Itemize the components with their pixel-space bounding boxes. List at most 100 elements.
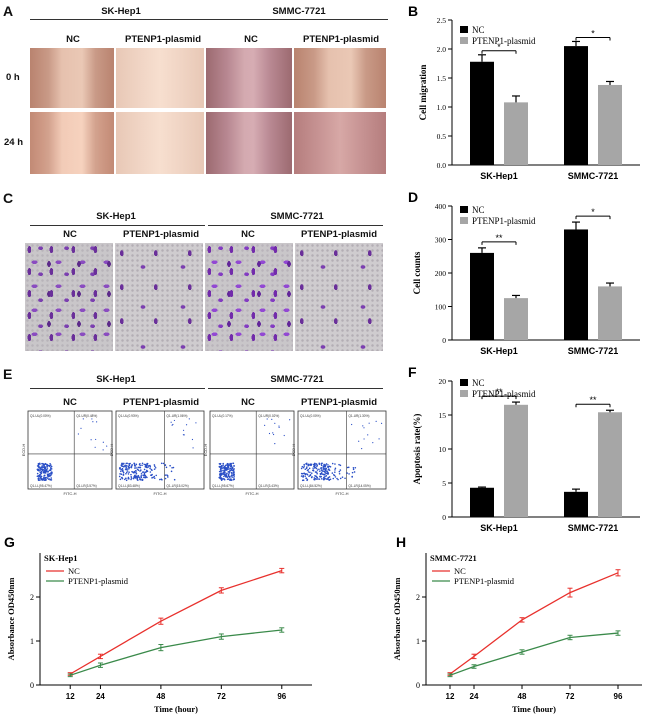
flow-dot [119, 478, 122, 481]
flow-dot [323, 465, 326, 468]
flow-dot [106, 445, 108, 447]
y-tick-label: 2 [416, 593, 420, 602]
x-tick-label: 12 [446, 692, 455, 701]
flow-dot [121, 477, 124, 480]
flow-dot [125, 468, 127, 471]
transwell-image [25, 243, 113, 351]
flow-dot [303, 465, 306, 467]
flow-dot [337, 478, 339, 481]
flow-dot [302, 472, 304, 475]
flow-dot [313, 465, 315, 468]
flow-dot [367, 434, 369, 436]
panel-label-f: F [408, 364, 417, 380]
flow-dot [348, 473, 350, 475]
flow-dot [135, 467, 137, 469]
flow-dot [50, 464, 52, 466]
flow-dot [218, 470, 221, 473]
flow-dot [219, 463, 222, 466]
x-tick-label: SMMC-7721 [568, 171, 619, 180]
row-label-0h: 0 h [6, 72, 20, 83]
quadrant-label: Q1-UL(0.17%) [212, 414, 233, 418]
flow-dot [134, 471, 136, 474]
flow-dot [306, 466, 308, 468]
flow-dot [229, 479, 231, 481]
flow-dot [49, 468, 52, 470]
quadrant-label: Q1-LL(84.52%) [300, 484, 322, 488]
y-tick-label: 100 [435, 303, 447, 312]
flow-dot [320, 478, 323, 480]
wound-image [30, 48, 114, 108]
flow-dot [43, 467, 46, 470]
flow-dot [167, 476, 169, 478]
group-underline [208, 225, 383, 226]
flow-dot [82, 418, 84, 420]
flow-dot [95, 438, 97, 441]
bar [598, 286, 622, 340]
flow-dot [132, 471, 134, 473]
flow-dot [124, 464, 127, 467]
flow-dot [50, 472, 53, 475]
flow-dot [325, 475, 328, 477]
condition-header: NC [241, 397, 255, 408]
chart-d: D 0 100 200 300 400 Cell counts ** SK-Hep1 * SMMC-… [408, 190, 640, 356]
x-tick-label: SK-Hep1 [480, 523, 518, 533]
flow-dot [130, 473, 132, 476]
condition-header: PTENP1-plasmid [122, 397, 200, 408]
flow-dot [223, 473, 226, 475]
flow-dot [332, 477, 335, 480]
flow-dot [164, 474, 167, 476]
flow-dot [225, 467, 228, 469]
flow-dot [224, 464, 227, 467]
flow-dot [92, 421, 94, 423]
x-tick-label: SK-Hep1 [480, 346, 518, 356]
flow-dot [144, 476, 146, 479]
flow-cytometry-plots: Q1-UL(0.00%) Q1-UR(0.48%) Q1-LL(95.47%) Q1-… [21, 410, 387, 496]
y-tick-label: 400 [435, 202, 447, 211]
flow-dot [171, 467, 173, 469]
group-header-smmc-7721: SMMC-7721 [270, 374, 324, 385]
wound-image [116, 112, 204, 174]
legend-swatch [460, 26, 468, 33]
flow-dot [306, 469, 309, 472]
flow-dot [142, 471, 145, 473]
flow-dot [358, 440, 360, 442]
flow-dot [40, 471, 42, 474]
y-tick-label: 1 [416, 637, 420, 646]
flow-dot [50, 477, 53, 479]
flow-dot [139, 464, 141, 467]
flow-dot [351, 471, 354, 474]
flow-dot [318, 463, 321, 465]
flow-dot [226, 472, 228, 475]
flow-dot [37, 466, 40, 468]
flow-dot [328, 479, 331, 481]
flow-dot [302, 466, 305, 469]
flow-dot [313, 467, 316, 469]
flow-dot [271, 418, 273, 420]
flow-dot [135, 463, 138, 466]
flow-dot [43, 479, 46, 482]
flow-dot [122, 471, 125, 474]
flow-dot [118, 467, 121, 469]
flow-dot [331, 472, 334, 474]
flow-dot [318, 468, 320, 471]
x-axis-label: Time (hour) [512, 704, 556, 714]
flow-dot [230, 464, 233, 467]
flow-dot [268, 432, 271, 435]
bar [470, 487, 494, 517]
chart-f: F 0 5 10 15 20 Apoptosis rate(%) ** SK-Hep1 ** SMM… [408, 364, 640, 533]
flow-dot [224, 471, 226, 474]
flow-dot [38, 462, 41, 465]
flow-dot [354, 466, 357, 469]
flow-dot [46, 465, 49, 467]
x-tick-label: 96 [614, 692, 623, 701]
bar [504, 102, 528, 165]
flow-dot [164, 464, 167, 467]
y-axis-label: Apoptosis rate(%) [412, 414, 422, 485]
flow-dot [316, 476, 319, 479]
flow-dot [135, 475, 138, 477]
flow-dot [309, 463, 312, 466]
flow-dot [45, 466, 47, 468]
flow-dot [372, 442, 374, 444]
y-axis-label: Cell migration [418, 65, 428, 121]
quadrant-label: Q1-UL(0.93%) [118, 414, 139, 418]
